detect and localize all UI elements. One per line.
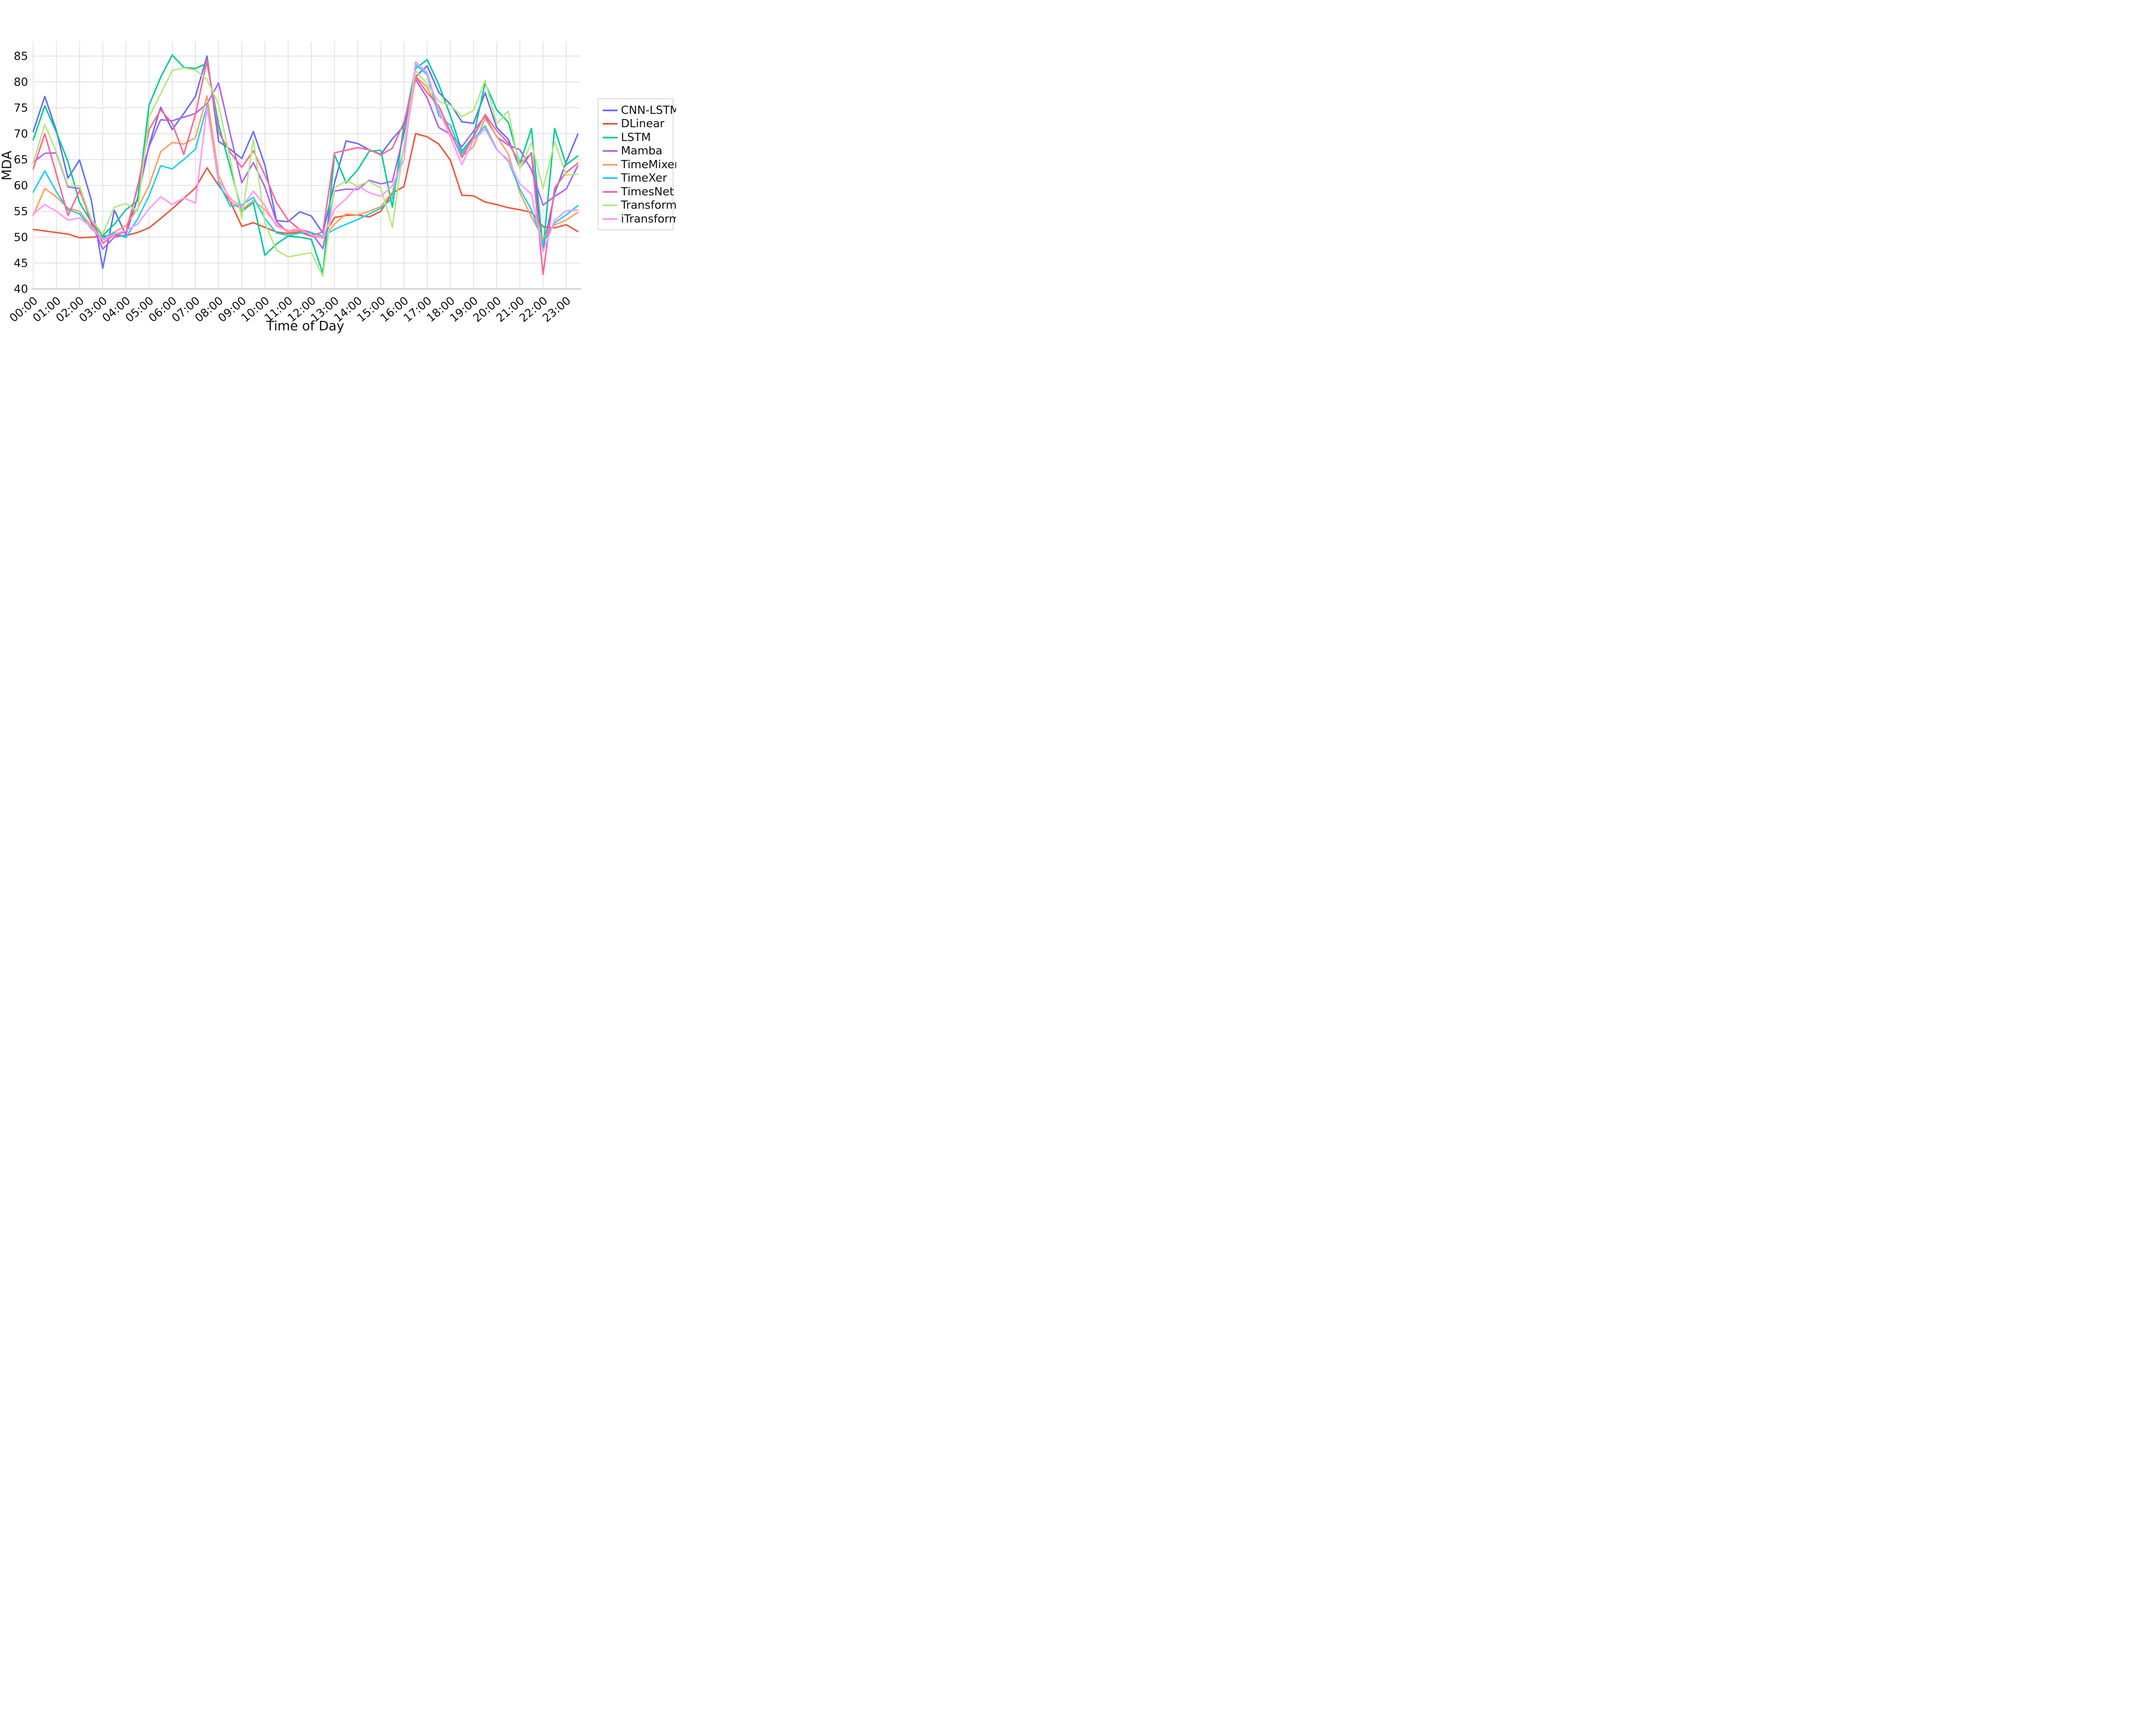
legend-item-mamba[interactable]: Mamba (603, 144, 673, 158)
y-axis-tick-labels: 40 45 50 55 60 65 70 75 80 85 (14, 50, 28, 296)
y-tick-label: 75 (14, 102, 28, 115)
y-tick-label: 65 (14, 154, 28, 166)
series-line-mamba (32, 78, 579, 250)
legend-line-swatch (603, 191, 617, 193)
y-tick-label: 85 (14, 50, 28, 63)
legend-line-swatch (603, 150, 617, 152)
legend-line-swatch (603, 177, 617, 179)
y-tick-label: 80 (14, 76, 28, 89)
legend-item-cnn-lstm[interactable]: CNN-LSTM (603, 104, 676, 117)
y-tick-label: 50 (14, 231, 28, 244)
legend-item-transformer[interactable]: Transformer (603, 199, 676, 213)
legend-label: TimesNet (621, 185, 674, 198)
legend-line-swatch (603, 109, 617, 111)
legend-line-swatch (603, 163, 617, 166)
legend-label: Transformer (621, 199, 676, 212)
legend-label: CNN-LSTM (621, 104, 676, 117)
series-line-itransformer (32, 61, 579, 253)
line-chart: 00:0001:0002:0003:0004:0005:0006:0007:00… (0, 41, 581, 334)
legend-item-dlinear[interactable]: DLinear (603, 117, 673, 131)
legend-label: Mamba (621, 144, 663, 158)
legend-line-swatch (603, 136, 617, 138)
legend-item-lstm[interactable]: LSTM (603, 131, 673, 144)
y-tick-label: 60 (14, 179, 28, 192)
legend: CNN-LSTM DLinear LSTM Mamba TimeMixer TimeXer… (598, 98, 676, 230)
series-line-timesnet (32, 59, 579, 276)
legend-item-itransformer[interactable]: iTransformer (603, 212, 676, 226)
legend-label: TimeXer (621, 172, 667, 185)
y-tick-label: 70 (14, 128, 28, 141)
legend-item-timexer[interactable]: TimeXer (603, 172, 673, 185)
legend-item-timemixer[interactable]: TimeMixer (603, 158, 676, 172)
legend-line-swatch (603, 218, 617, 220)
legend-item-timesnet[interactable]: TimesNet (603, 185, 674, 199)
y-axis-title: MDA (0, 151, 15, 180)
legend-line-swatch (603, 204, 617, 207)
legend-label: LSTM (621, 131, 651, 144)
legend-line-swatch (603, 123, 617, 125)
series-line-timexer (32, 63, 579, 244)
legend-label: DLinear (621, 117, 664, 131)
series-lines (32, 54, 579, 277)
series-line-lstm (32, 54, 579, 274)
legend-label: TimeMixer (621, 158, 676, 171)
series-line-transformer (32, 67, 579, 277)
y-tick-label: 55 (14, 205, 28, 218)
y-tick-label: 45 (14, 257, 28, 270)
legend-label: iTransformer (621, 212, 676, 226)
chart-canvas: 00:00 01:00 02:00 03:00 04:00 05:00 06:00 07:00… (0, 0, 676, 338)
x-axis-title: Time of Day (266, 319, 345, 334)
y-tick-label: 40 (14, 283, 28, 296)
grid-lines (31, 41, 581, 290)
